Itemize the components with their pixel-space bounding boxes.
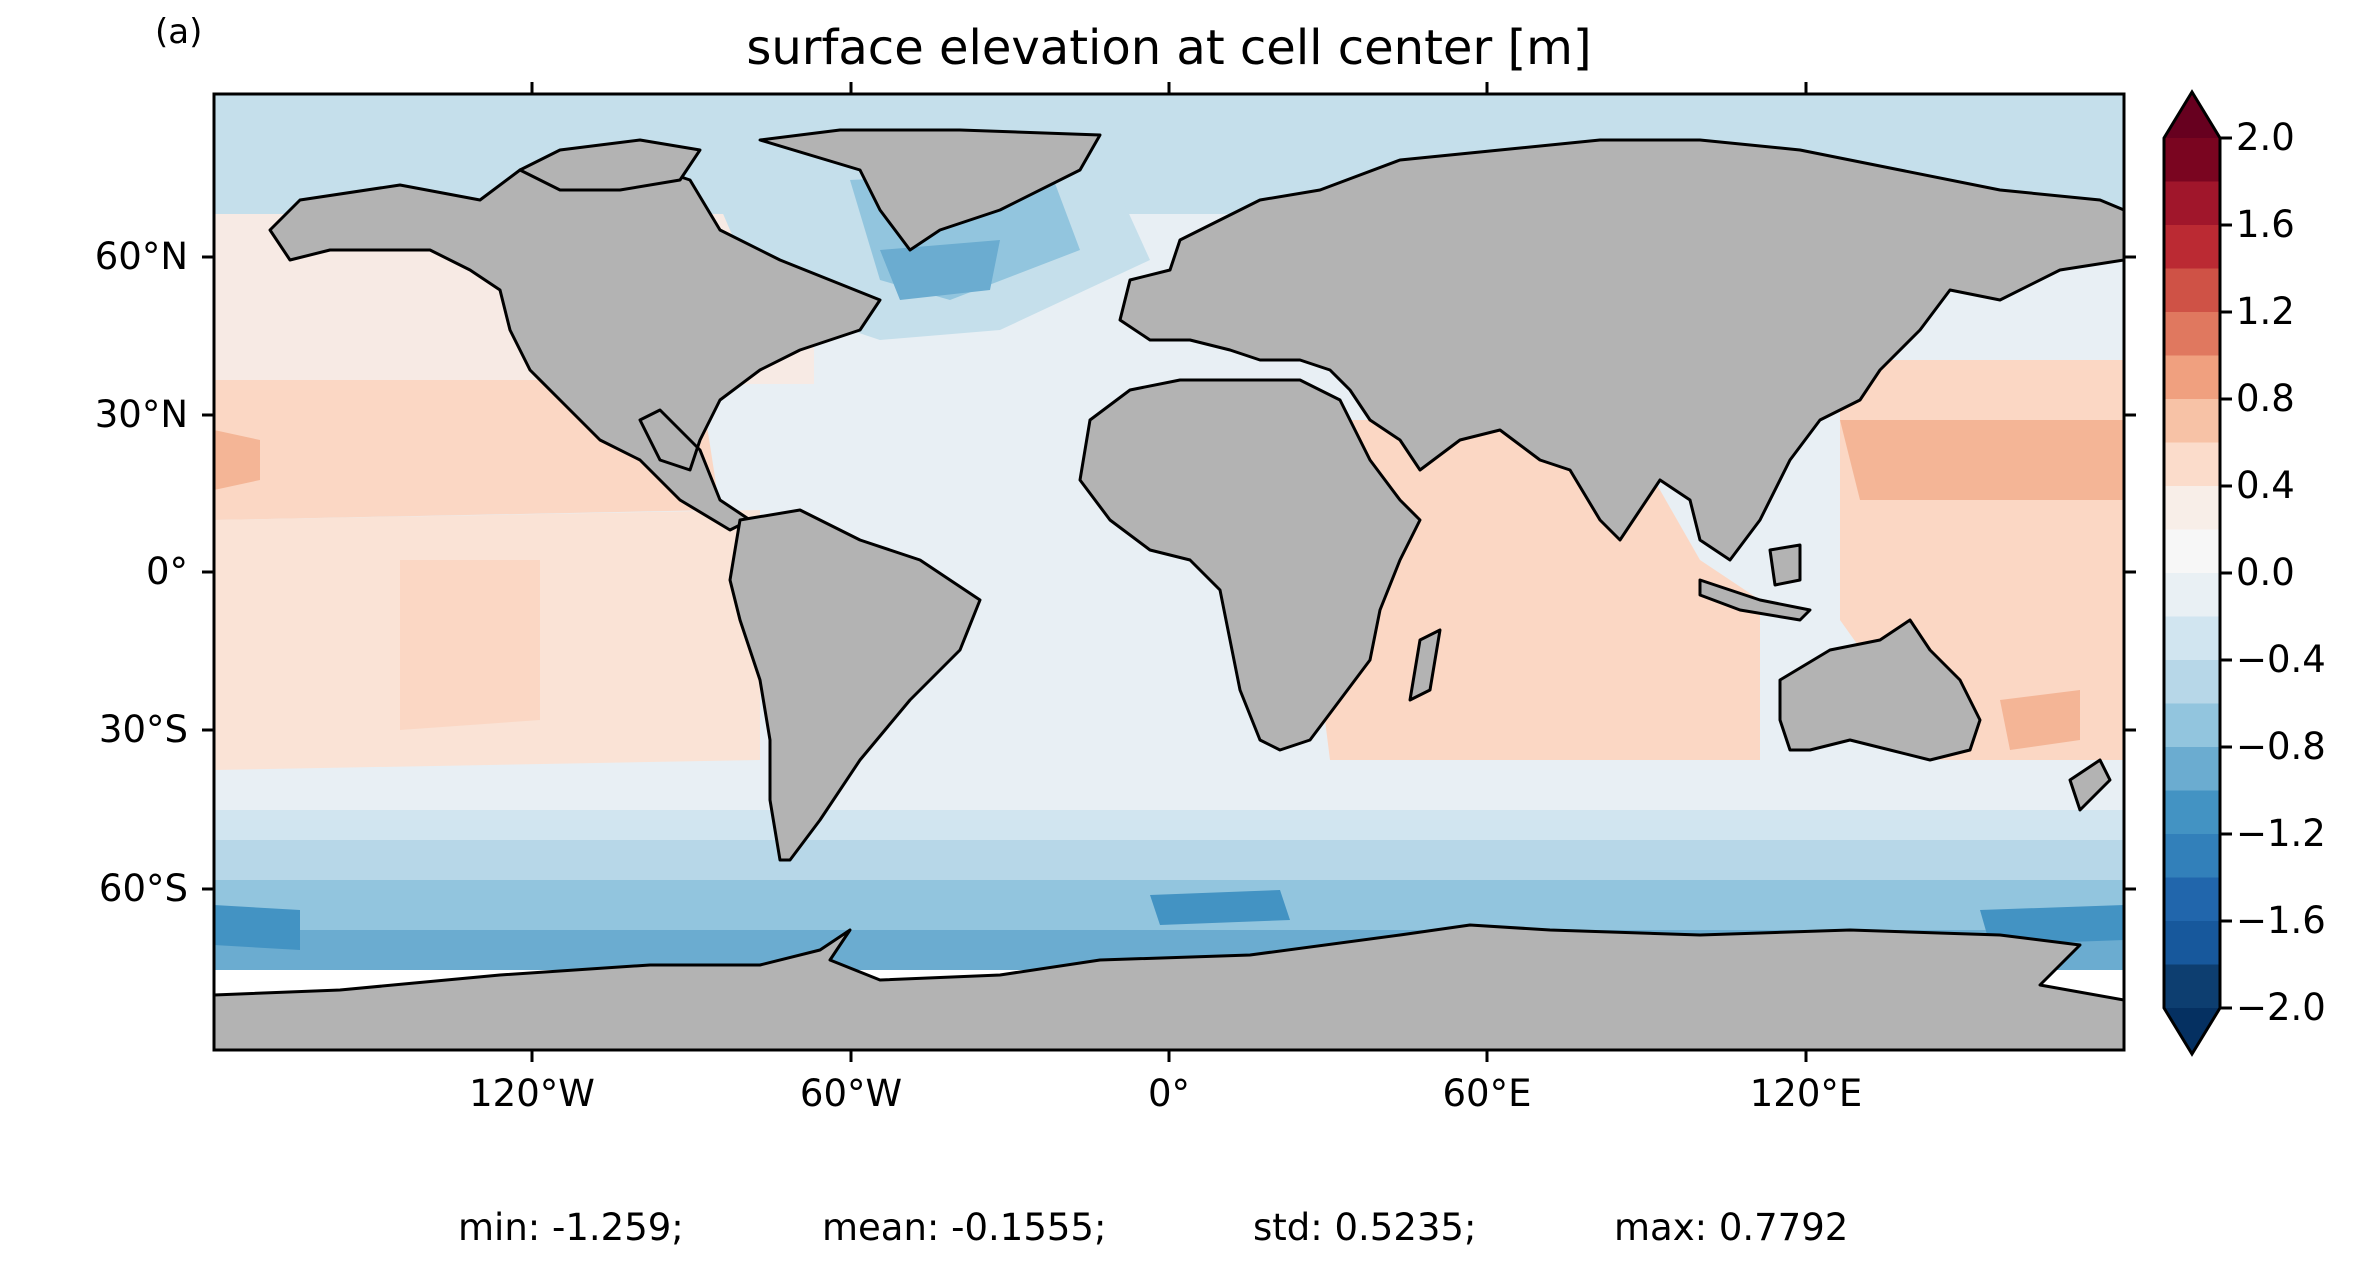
lat-ticks (202, 255, 2136, 891)
antarctica (214, 923, 2124, 1050)
stat-std: std: 0.5235; (1253, 1206, 1477, 1249)
colorbar-level (2164, 355, 2220, 400)
colorbar (2162, 89, 2232, 1057)
panel-label: (a) (155, 12, 203, 52)
colorbar-tick-label: 0.4 (2236, 464, 2295, 507)
colorbar-level (2164, 790, 2220, 835)
map-title: surface elevation at cell center [m] (746, 20, 1592, 76)
colorbar-level (2164, 877, 2220, 922)
colorbar-level (2164, 181, 2220, 226)
colorbar-tick-label: −0.4 (2236, 638, 2326, 681)
colorbar-level (2164, 486, 2220, 530)
colorbar-level (2164, 616, 2220, 661)
colorbar-tick-label: 0.0 (2236, 551, 2295, 594)
lat-tick-label: 30°S (98, 708, 188, 751)
colorbar-level (2164, 529, 2220, 574)
lon-tick-label: 0° (1147, 1072, 1191, 1115)
eurasia (1118, 138, 2124, 562)
stat-min: min: -1.259; (458, 1206, 684, 1249)
lon-ticks (530, 82, 1808, 1062)
borneo (1768, 543, 1802, 587)
lat-tick-label: 60°N (94, 235, 188, 278)
colorbar-tick-label: 1.6 (2236, 203, 2295, 246)
colorbar-level (2164, 747, 2220, 791)
stat-max: max: 0.7792 (1614, 1206, 1849, 1249)
colorbar-tick-label: 1.2 (2236, 290, 2295, 333)
colorbar-level (2164, 268, 2220, 313)
indonesia (1698, 578, 1812, 622)
colorbar-extend-min (2164, 1008, 2220, 1054)
colorbar-level (2164, 399, 2220, 443)
colorbar-tick-label: −1.6 (2236, 899, 2326, 942)
arctic-archipelago (518, 138, 702, 192)
colorbar-level (2164, 573, 2220, 617)
lat-tick-label: 30°N (94, 393, 188, 436)
colorbar-tick-label: −0.8 (2236, 725, 2326, 768)
greenland (758, 128, 1102, 252)
colorbar-level (2164, 225, 2220, 269)
land-masses (214, 128, 2124, 1050)
colorbar-level (2164, 703, 2220, 748)
colorbar-level (2164, 834, 2220, 878)
lon-tick-label: 60°W (799, 1072, 903, 1115)
colorbar-level (2164, 138, 2220, 182)
colorbar-level (2164, 312, 2220, 356)
colorbar-tick-label: −2.0 (2236, 986, 2326, 1029)
new-zealand (2068, 758, 2112, 812)
colorbar-extend-max (2164, 92, 2220, 138)
lon-tick-label: 120°E (1749, 1072, 1863, 1115)
stat-mean: mean: -0.1555; (822, 1206, 1107, 1249)
lon-tick-label: 120°W (469, 1072, 595, 1115)
south-america (728, 508, 982, 862)
lon-tick-label: 60°E (1442, 1072, 1532, 1115)
colorbar-tick-label: 2.0 (2236, 116, 2295, 159)
australia (1778, 618, 1982, 762)
madagascar (1408, 628, 1442, 702)
africa (1078, 378, 1422, 752)
colorbar-level (2164, 964, 2220, 1009)
colorbar-level (2164, 921, 2220, 965)
colorbar-level (2164, 660, 2220, 704)
lat-tick-label: 0° (145, 550, 188, 593)
colorbar-tick-label: 0.8 (2236, 377, 2295, 420)
lat-tick-label: 60°S (98, 867, 188, 910)
colorbar-level (2164, 442, 2220, 487)
colorbar-tick-label: −1.2 (2236, 812, 2326, 855)
